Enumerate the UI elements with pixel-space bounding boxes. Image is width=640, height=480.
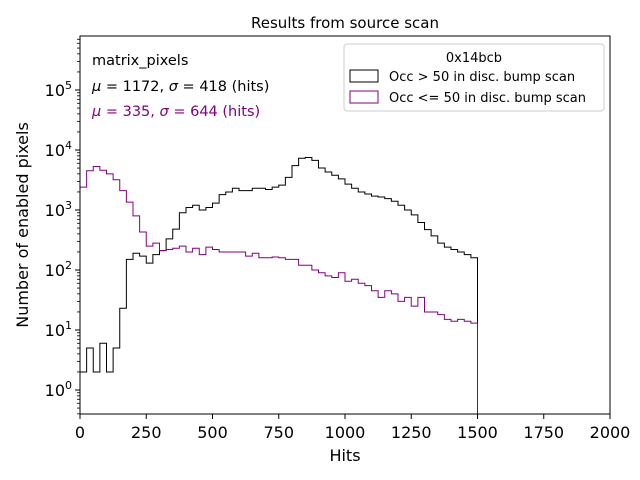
y-tick-label: 103 bbox=[45, 199, 72, 220]
x-tick-label: 500 bbox=[197, 423, 228, 442]
x-tick-label: 2000 bbox=[590, 423, 631, 442]
x-tick-label: 1000 bbox=[325, 423, 366, 442]
y-tick-label: 105 bbox=[45, 79, 72, 100]
legend-swatch-black bbox=[349, 69, 379, 83]
annotation-sigma-symbol: σ bbox=[160, 104, 170, 120]
annotation-mu-value: 1172 bbox=[123, 79, 160, 95]
annotation-stats-black: μ = 1172, σ = 418 (hits) bbox=[91, 79, 269, 95]
annotation-mu-symbol: μ bbox=[91, 79, 101, 95]
x-axis: 0 250 500 750 1000 1250 1500 1750 2000 bbox=[75, 414, 630, 442]
x-tick-label: 1750 bbox=[523, 423, 564, 442]
annotation-name: matrix_pixels bbox=[92, 53, 188, 69]
x-tick-label: 1500 bbox=[457, 423, 498, 442]
y-tick-label: 100 bbox=[45, 379, 72, 400]
annotation-sigma-value: 644 bbox=[190, 104, 218, 120]
y-tick-label: 102 bbox=[45, 259, 72, 280]
annotation-unit: (hits) bbox=[232, 79, 270, 95]
histogram-series-black bbox=[80, 156, 478, 414]
annotation-unit: (hits) bbox=[222, 104, 260, 120]
legend-title: 0x14bcb bbox=[446, 51, 502, 66]
legend: 0x14bcb Occ > 50 in disc. bump scan Occ … bbox=[343, 43, 605, 112]
y-tick-label: 101 bbox=[45, 319, 72, 340]
chart-title: Results from source scan bbox=[251, 14, 439, 32]
annotation-sigma-symbol: σ bbox=[169, 79, 179, 95]
legend-label-purple: Occ <= 50 in disc. bump scan bbox=[389, 91, 586, 106]
y-axis: 100 101 102 103 104 105 bbox=[45, 38, 80, 415]
x-tick-label: 1250 bbox=[391, 423, 432, 442]
x-tick-label: 250 bbox=[131, 423, 162, 442]
x-tick-label: 0 bbox=[75, 423, 85, 442]
annotation-mu-value: 335 bbox=[123, 104, 151, 120]
x-tick-label: 750 bbox=[263, 423, 294, 442]
annotation-stats-purple: μ = 335, σ = 644 (hits) bbox=[91, 104, 260, 120]
x-axis-label: Hits bbox=[329, 446, 360, 465]
y-tick-label: 104 bbox=[45, 139, 72, 160]
legend-frame bbox=[343, 43, 605, 112]
y-axis-label: Number of enabled pixels bbox=[13, 122, 32, 328]
annotation-sigma-value: 418 bbox=[199, 79, 227, 95]
legend-label-black: Occ > 50 in disc. bump scan bbox=[389, 70, 575, 85]
histogram-series-purple bbox=[80, 166, 478, 414]
legend-swatch-purple bbox=[349, 90, 379, 104]
annotation-mu-symbol: μ bbox=[91, 104, 101, 120]
